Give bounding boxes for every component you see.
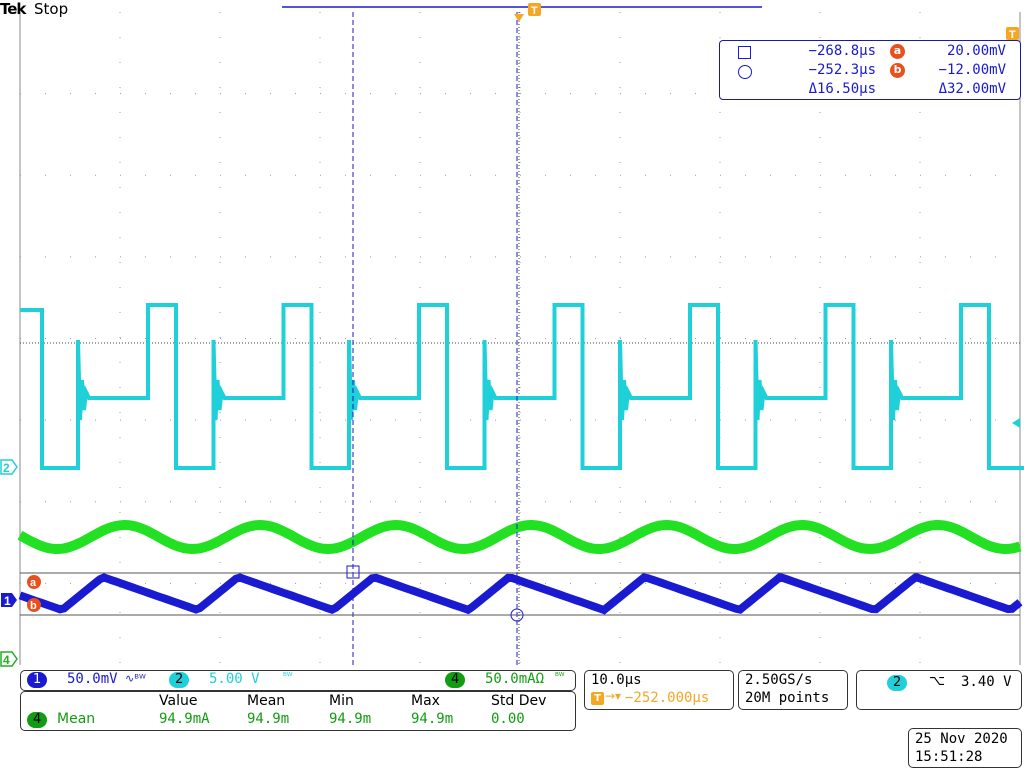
ch4-badge[interactable]: 4: [445, 672, 466, 688]
record-length: 20M points: [745, 690, 830, 706]
ch2-scale: 5.00 V: [209, 671, 260, 687]
svg-text:1: 1: [4, 594, 11, 608]
measurement-min: 94.9m: [329, 711, 372, 727]
square-cursor-icon: [738, 46, 751, 59]
svg-text:a: a: [30, 577, 37, 589]
sample-rate: 2.50GS/s: [745, 672, 813, 688]
trigger-source-label: 2: [893, 675, 902, 690]
cursor-square-marker: [346, 565, 360, 579]
channel-settings-bar[interactable]: 1 50.0mV ∿ᴮᵂ 2 5.00 V ᴮᵂ 4 50.0mAΩ ᴮᵂ: [20, 670, 576, 691]
trigger-t-flag-right-label: T: [1009, 29, 1016, 41]
ch1-coupling-icon: ∿ᴮᵂ: [125, 672, 146, 685]
trigger-source-badge: 2: [887, 675, 908, 691]
measurement-value: 94.9mA: [159, 711, 210, 727]
delta-value: Δ32.00mV: [938, 81, 1006, 97]
measurement-ch-badge: 4: [27, 712, 48, 728]
ch4-bw-icon: ᴮᵂ: [555, 672, 565, 682]
header-mean: Mean: [247, 693, 286, 709]
cursor-a-value: 20.00mV: [946, 43, 1006, 59]
timebase-scale: 10.0µs: [591, 672, 642, 688]
ch4-scale: 50.0mAΩ: [485, 671, 545, 687]
cursor-a-label: a: [27, 575, 41, 589]
header-min: Min: [329, 693, 354, 709]
ch2-badge[interactable]: 2: [169, 672, 190, 688]
trigger-pos-icon: T: [591, 692, 604, 705]
trigger-position-arrow[interactable]: [514, 14, 524, 22]
ch4-ground-marker[interactable]: 4: [0, 651, 18, 667]
graticule: [19, 12, 1021, 665]
trigger-level: 3.40 V: [961, 674, 1012, 690]
delta-time: Δ16.50µs: [808, 81, 876, 97]
circle-cursor-icon: [738, 65, 752, 79]
date: 25 Nov 2020: [915, 731, 1008, 747]
trigger-position: −252.000µs: [625, 690, 710, 706]
ch4-waveform: [17, 519, 1022, 555]
cursor-a-icon: a: [890, 44, 905, 59]
trigger-pos-arrow: →▾: [605, 689, 622, 703]
cursor-b-value: −12.00mV: [938, 62, 1006, 78]
cursor-b-icon-label: b: [893, 63, 902, 76]
ch2-ground-marker[interactable]: 2: [0, 459, 18, 475]
datetime-panel: 25 Nov 2020 15:51:28: [908, 728, 1022, 768]
cursor-a-icon-label: a: [893, 44, 902, 57]
trigger-t-flag-right: [1006, 27, 1019, 40]
cursor-b-label: b: [27, 598, 41, 612]
trigger-level-arrow[interactable]: [1012, 418, 1020, 428]
ch2-waveform: [20, 303, 1024, 470]
ch2-badge-label: 2: [175, 672, 184, 687]
cursor1-time: −268.8µs: [808, 43, 876, 59]
ch4-badge-label: 4: [451, 672, 460, 687]
measurement-name: Mean: [57, 711, 96, 727]
measurement-ch-label: 4: [33, 712, 42, 727]
measurement-mean: 94.9m: [247, 711, 290, 727]
cursor2-time: −252.3µs: [808, 62, 876, 78]
ch1-waveform: [18, 572, 1023, 615]
acquisition-panel[interactable]: 2.50GS/s 20M points: [738, 670, 848, 710]
ch1-badge[interactable]: 1: [27, 672, 48, 688]
svg-text:2: 2: [3, 461, 10, 475]
falling-edge-icon: ⌥: [929, 673, 946, 689]
ch2-bw-icon: ᴮᵂ: [283, 672, 293, 682]
acquisition-status: Stop: [34, 0, 69, 18]
cursor-b-icon: b: [890, 63, 905, 78]
measurement-panel[interactable]: Value Mean Min Max Std Dev 4 Mean 94.9mA…: [20, 691, 576, 731]
time: 15:51:28: [915, 749, 983, 765]
cursor-circle-marker: [510, 608, 524, 622]
cursor-readout-panel: −268.8µs a 20.00mV −252.3µs b −12.00mV Δ…: [719, 40, 1021, 100]
header-stddev: Std Dev: [491, 693, 547, 709]
svg-text:4: 4: [3, 653, 10, 667]
trigger-t-flag-top-label: T: [531, 5, 538, 17]
svg-text:b: b: [30, 600, 37, 612]
header-max: Max: [411, 693, 440, 709]
measurement-max: 94.9m: [411, 711, 454, 727]
ch1-scale: 50.0mV: [67, 671, 118, 687]
waveform-display[interactable]: T T 2 1 4 a b: [0, 0, 1024, 670]
ch1-badge-label: 1: [33, 672, 42, 687]
trigger-t-flag-top: [528, 3, 541, 16]
brand-logo: Tek: [0, 0, 26, 18]
timebase-panel[interactable]: 10.0µs T →▾ −252.000µs: [584, 670, 734, 710]
measurement-stddev: 0.00: [491, 711, 525, 727]
header-value: Value: [159, 693, 198, 709]
ch1-ground-marker[interactable]: 1: [1, 593, 17, 608]
trigger-panel[interactable]: 2 ⌥ 3.40 V: [856, 670, 1022, 710]
